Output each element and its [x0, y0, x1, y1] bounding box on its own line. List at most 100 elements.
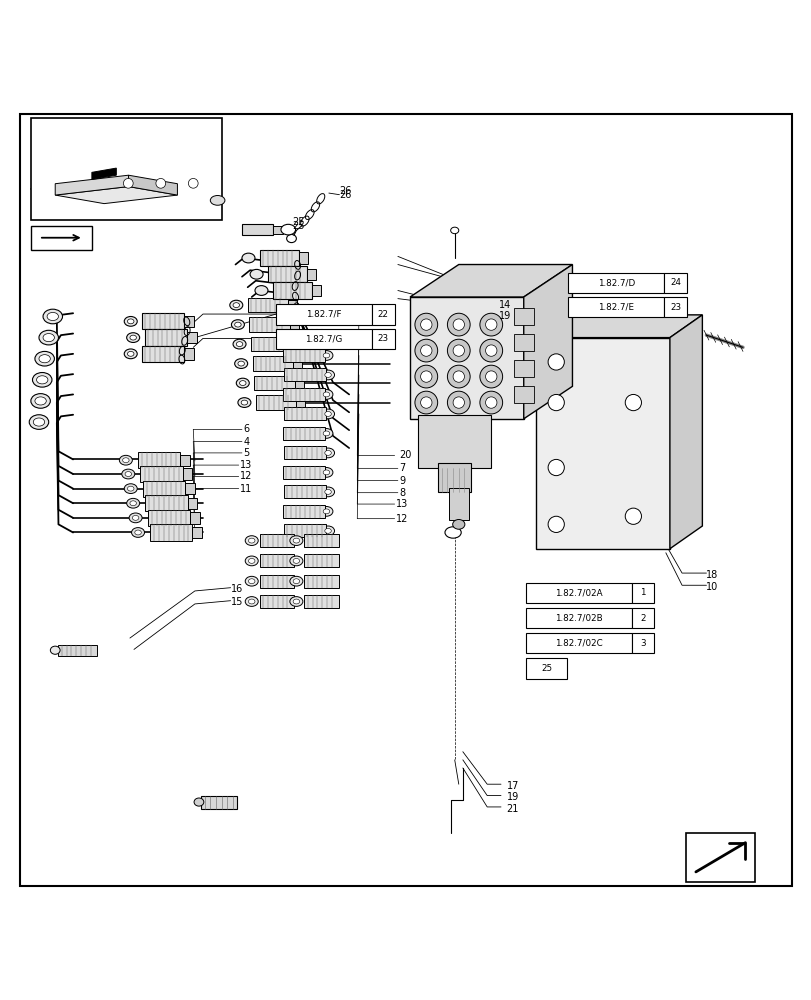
Circle shape: [547, 354, 564, 370]
Bar: [288, 300, 297, 310]
Bar: [371, 304, 394, 325]
Ellipse shape: [321, 409, 334, 419]
Bar: [631, 608, 654, 628]
Ellipse shape: [248, 579, 255, 584]
Bar: [185, 483, 195, 494]
Bar: [311, 285, 320, 296]
Ellipse shape: [324, 373, 331, 377]
Bar: [294, 378, 303, 388]
Bar: [142, 346, 184, 362]
Ellipse shape: [248, 538, 255, 543]
Ellipse shape: [450, 227, 458, 234]
Polygon shape: [669, 315, 702, 549]
Bar: [568, 273, 663, 293]
Ellipse shape: [248, 599, 255, 604]
Ellipse shape: [43, 309, 62, 324]
Ellipse shape: [130, 501, 136, 506]
Text: 2: 2: [640, 614, 645, 623]
Circle shape: [447, 365, 470, 388]
Text: 1.82.7/E: 1.82.7/E: [598, 303, 633, 312]
Bar: [272, 226, 282, 234]
Text: 1.82.7/02C: 1.82.7/02C: [555, 639, 602, 648]
Text: 23: 23: [669, 303, 680, 312]
Ellipse shape: [127, 498, 139, 508]
Text: 22: 22: [377, 310, 388, 319]
Text: 5: 5: [243, 448, 250, 458]
Circle shape: [447, 313, 470, 336]
Text: 10: 10: [706, 582, 718, 592]
Circle shape: [156, 178, 165, 188]
Circle shape: [624, 394, 641, 411]
Bar: [304, 554, 338, 567]
Bar: [260, 534, 294, 547]
Circle shape: [479, 391, 502, 414]
Text: 26: 26: [339, 190, 351, 200]
Text: 6: 6: [243, 424, 250, 434]
Bar: [284, 329, 326, 342]
Text: 1.82.7/D: 1.82.7/D: [597, 278, 634, 287]
Ellipse shape: [245, 556, 258, 566]
Ellipse shape: [233, 339, 246, 349]
Circle shape: [420, 397, 431, 408]
Bar: [298, 252, 307, 264]
Text: 19: 19: [506, 792, 518, 802]
Circle shape: [420, 345, 431, 356]
Bar: [284, 524, 326, 537]
Circle shape: [420, 371, 431, 382]
Polygon shape: [523, 265, 572, 419]
Ellipse shape: [135, 530, 141, 535]
Ellipse shape: [39, 330, 58, 345]
Text: 20: 20: [399, 450, 411, 460]
Circle shape: [624, 508, 641, 524]
Bar: [284, 446, 326, 459]
Circle shape: [453, 397, 464, 408]
Text: 15: 15: [230, 597, 242, 607]
Circle shape: [188, 178, 198, 188]
Ellipse shape: [250, 269, 263, 279]
Ellipse shape: [323, 314, 329, 319]
Ellipse shape: [32, 373, 52, 387]
Ellipse shape: [290, 597, 303, 606]
Bar: [418, 415, 491, 468]
Bar: [371, 329, 394, 349]
Text: 21: 21: [506, 804, 518, 814]
Bar: [260, 595, 294, 608]
Ellipse shape: [31, 394, 50, 408]
Ellipse shape: [124, 349, 137, 359]
Ellipse shape: [323, 509, 329, 514]
Circle shape: [453, 345, 464, 356]
Bar: [190, 512, 200, 524]
Bar: [242, 224, 272, 235]
Ellipse shape: [50, 646, 60, 654]
Bar: [251, 337, 291, 351]
Ellipse shape: [119, 455, 132, 465]
Ellipse shape: [320, 506, 333, 516]
Text: 23: 23: [377, 334, 388, 343]
Ellipse shape: [323, 392, 329, 397]
Circle shape: [453, 319, 464, 330]
Ellipse shape: [29, 415, 49, 429]
Bar: [631, 633, 654, 653]
Ellipse shape: [132, 515, 139, 520]
Text: 18: 18: [706, 570, 718, 580]
Bar: [291, 339, 300, 349]
Text: 9: 9: [399, 476, 406, 486]
Bar: [293, 359, 302, 368]
Text: 13: 13: [240, 460, 252, 470]
Bar: [150, 524, 192, 541]
Bar: [568, 297, 663, 317]
Bar: [526, 583, 631, 603]
Text: 13: 13: [396, 499, 408, 509]
Ellipse shape: [236, 378, 249, 388]
Polygon shape: [92, 168, 116, 179]
Bar: [192, 527, 202, 538]
Ellipse shape: [255, 286, 268, 295]
Bar: [143, 481, 185, 497]
Ellipse shape: [239, 381, 246, 386]
Bar: [187, 332, 196, 343]
Bar: [526, 608, 631, 628]
Ellipse shape: [320, 429, 333, 438]
Ellipse shape: [241, 400, 247, 405]
Ellipse shape: [245, 536, 258, 545]
Bar: [148, 510, 190, 526]
